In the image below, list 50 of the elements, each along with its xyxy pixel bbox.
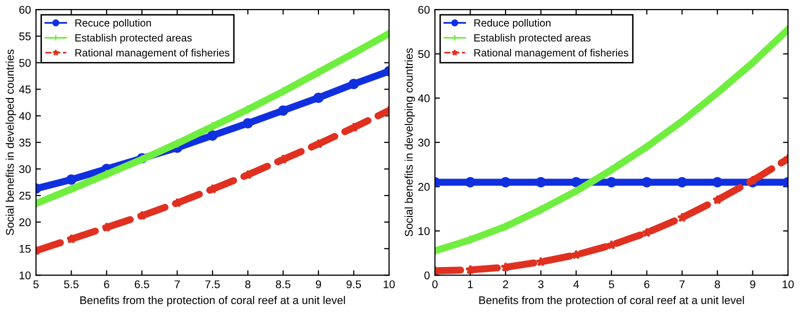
x-tick-label: 7 <box>680 280 685 288</box>
x-tick-label: 9 <box>750 280 756 288</box>
y-tick-label: 30 <box>19 165 31 174</box>
y-tick-label: 50 <box>19 58 31 67</box>
y-tick-label: 15 <box>20 245 31 253</box>
x-tick-label: 9.5 <box>346 280 362 288</box>
y-tick-label: 25 <box>19 192 31 200</box>
x-tick-label: 6.5 <box>134 280 150 288</box>
y-tick-label: 0 <box>424 271 430 280</box>
y-tick-label: 40 <box>418 94 430 102</box>
y-tick-label: 10 <box>418 227 430 236</box>
y-tick-label: 10 <box>20 271 31 280</box>
legend-label: Reduce pollution <box>474 18 550 29</box>
legend-label: Establish protected areas <box>75 34 192 44</box>
x-tick-label: 8.5 <box>276 280 290 288</box>
x-tick-label: 5.5 <box>64 280 79 288</box>
x-tick-label: 5 <box>33 280 39 288</box>
y-tick-label: 60 <box>418 6 430 14</box>
y-tick-label: 60 <box>19 6 31 14</box>
legend-label: Establish protected areas <box>474 34 591 44</box>
y-axis-title: Social benefits in developed countries <box>6 50 16 236</box>
x-tick-label: 3 <box>538 280 544 288</box>
x-axis-title: Benefits from the protection of coral reef at a unit level <box>80 296 345 306</box>
y-tick-label: 50 <box>418 50 430 58</box>
x-tick-label: 7.5 <box>205 280 220 288</box>
x-tick-label: 5 <box>608 280 614 288</box>
y-tick-label: 20 <box>19 218 31 226</box>
legend-label: Rational management of fisheries <box>75 48 230 59</box>
y-tick-label: 35 <box>19 138 31 147</box>
x-tick-label: 10 <box>384 280 395 288</box>
x-tick-label: 7 <box>174 280 180 288</box>
legend-label: Rational management of fisheries <box>474 48 628 59</box>
x-tick-label: 1 <box>468 280 473 288</box>
y-tick-label: 55 <box>19 32 31 40</box>
x-tick-label: 4 <box>573 280 579 288</box>
y-tick-label: 30 <box>418 138 430 147</box>
y-tick-label: 20 <box>418 182 430 191</box>
x-tick-label: 8 <box>245 280 250 288</box>
x-axis-title: Benefits from the protection of coral reef at a unit level <box>479 296 744 306</box>
x-tick-label: 6 <box>104 280 110 288</box>
x-tick-label: 0 <box>432 280 438 288</box>
x-tick-label: 9 <box>316 280 322 288</box>
x-tick-label: 2 <box>503 280 508 288</box>
x-tick-label: 8 <box>714 280 720 288</box>
y-tick-label: 45 <box>19 86 31 94</box>
legend-label: Recuce pollution <box>75 18 151 29</box>
y-tick-label: 40 <box>19 112 31 120</box>
x-tick-label: 6 <box>644 280 650 288</box>
y-axis-title: Social benefits in developing countries <box>404 48 415 236</box>
x-tick-label: 10 <box>782 280 794 288</box>
